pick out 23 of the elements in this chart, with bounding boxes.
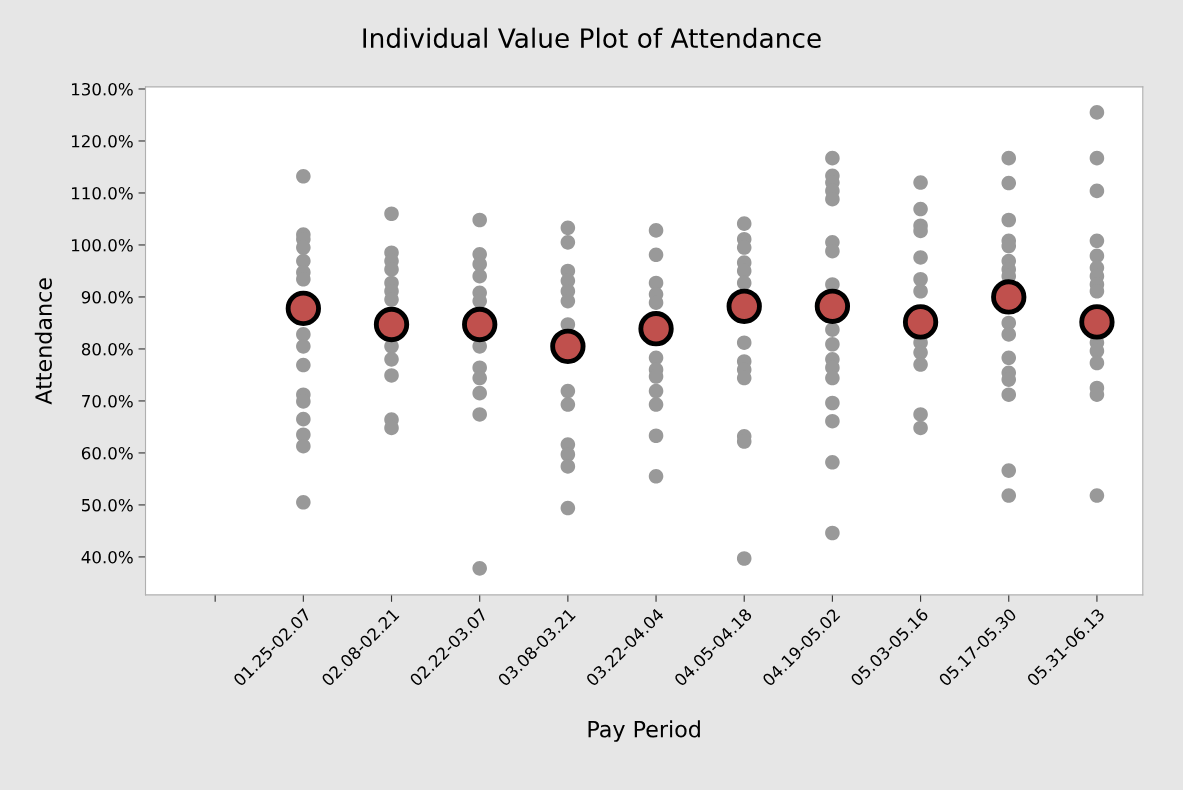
chart-title: Individual Value Plot of Attendance xyxy=(363,27,821,49)
point xyxy=(462,306,498,343)
y-tick-label: 40.0% xyxy=(81,550,133,564)
point xyxy=(814,288,851,324)
y-tick-label: 130.0% xyxy=(71,82,133,96)
y-tick-label: 100.0% xyxy=(71,238,133,252)
y-tick-label: 80.0% xyxy=(81,342,133,356)
y-tick-label: 70.0% xyxy=(82,394,133,408)
point xyxy=(902,304,939,340)
point xyxy=(638,311,674,347)
point xyxy=(726,288,762,324)
point xyxy=(991,279,1027,315)
x-axis-title: Pay Period xyxy=(588,720,700,742)
y-tick-label: 90.0% xyxy=(81,290,133,304)
point xyxy=(550,328,586,364)
y-tick-label: 60.0% xyxy=(81,446,133,460)
y-tick-label: 110.0% xyxy=(71,186,133,200)
point xyxy=(373,306,410,343)
y-axis-title: Attendance xyxy=(34,278,52,405)
y-tick-label: 50.0% xyxy=(82,498,133,512)
y-tick-label: 120.0% xyxy=(71,134,133,148)
point xyxy=(285,290,321,327)
point xyxy=(1079,304,1115,340)
